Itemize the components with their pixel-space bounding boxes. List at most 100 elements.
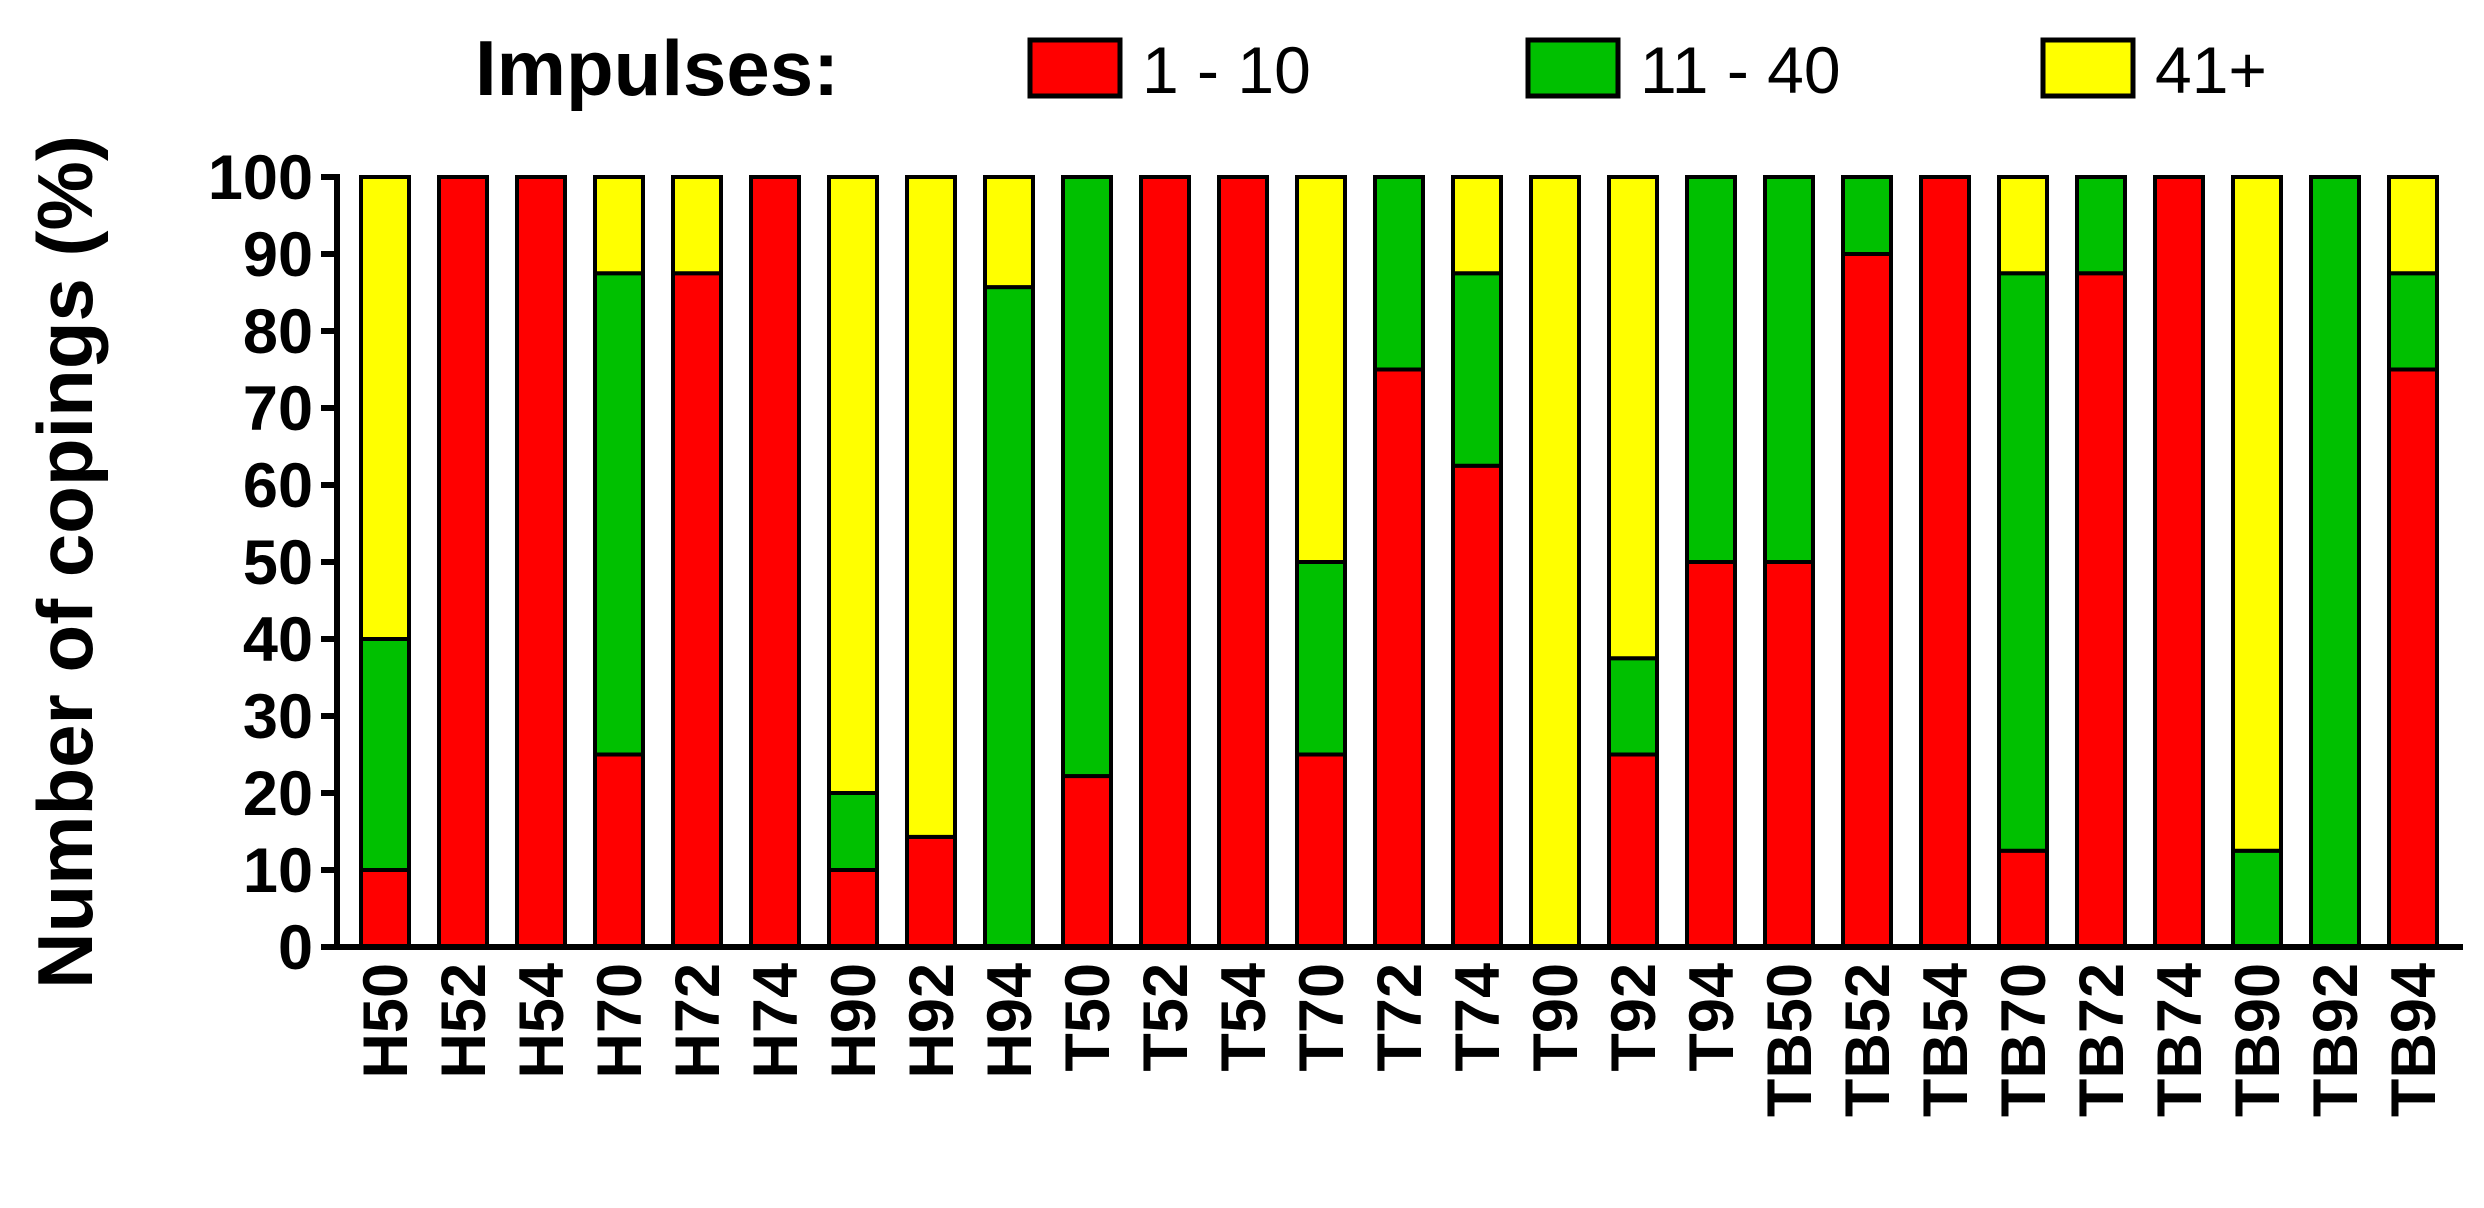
bar-segment: [593, 271, 645, 757]
bar-segment: [905, 175, 957, 839]
bar-segment: [593, 175, 645, 276]
bar-segment: [1373, 367, 1425, 949]
bar-segment: [1139, 175, 1191, 949]
bar-segment: [2231, 175, 2283, 853]
x-tick-label: H74: [741, 963, 811, 1079]
x-tick-label: TB72: [2067, 963, 2137, 1117]
bar-segment: [1685, 175, 1737, 564]
bar-segment: [671, 175, 723, 276]
bar-segment: [1451, 271, 1503, 468]
bar-segment: [1841, 175, 1893, 256]
bar-segment: [983, 285, 1035, 949]
bar-segment: [359, 637, 411, 872]
bar-segment: [1451, 463, 1503, 949]
x-tick-label: T54: [1209, 963, 1279, 1072]
bar-segment: [827, 175, 879, 795]
bar-segment: [359, 175, 411, 641]
x-tick-label: T50: [1053, 963, 1123, 1072]
bar-segment: [1061, 774, 1113, 949]
y-tick-label: 0: [278, 913, 313, 983]
bar-segment: [2387, 175, 2439, 276]
x-tick-label: TB74: [2145, 963, 2215, 1117]
bar-segment: [983, 175, 1035, 290]
legend-swatch: [1525, 37, 1621, 99]
bar-segment: [1061, 175, 1113, 779]
bar-segment: [1295, 752, 1347, 949]
bar-segment: [515, 175, 567, 949]
x-tick-label: T92: [1599, 963, 1669, 1072]
x-tick-label: TB92: [2301, 963, 2371, 1117]
x-tick-label: H72: [663, 963, 733, 1079]
bar-segment: [1529, 175, 1581, 949]
bar-segment: [1607, 752, 1659, 949]
x-tick-label: H50: [351, 963, 421, 1079]
bar-segment: [1997, 271, 2049, 853]
x-tick-label: TB94: [2379, 963, 2449, 1117]
bar-segment: [1607, 656, 1659, 757]
x-tick-label: H52: [429, 963, 499, 1079]
bar-segment: [1451, 175, 1503, 276]
x-tick-label: H92: [897, 963, 967, 1079]
x-tick-label: TB90: [2223, 963, 2293, 1117]
bar-segment: [2075, 175, 2127, 276]
x-tick-label: H94: [975, 963, 1045, 1079]
bar-segment: [1373, 175, 1425, 372]
x-tick-label: T74: [1443, 963, 1513, 1072]
bar-segment: [1217, 175, 1269, 949]
legend-title: Impulses:: [475, 24, 839, 112]
legend-swatch: [2040, 37, 2136, 99]
y-tick-label: 10: [243, 836, 313, 906]
bar-segment: [1607, 175, 1659, 661]
x-tick-label: TB52: [1833, 963, 1903, 1117]
bar-segment: [359, 868, 411, 949]
x-tick-label: TB54: [1911, 963, 1981, 1117]
y-tick-label: 50: [243, 528, 313, 598]
bar-segment: [2231, 848, 2283, 949]
y-tick-label: 20: [243, 759, 313, 829]
y-tick-label: 100: [208, 143, 313, 213]
bar-segment: [827, 791, 879, 872]
bar-segment: [1841, 252, 1893, 949]
bar-segment: [2075, 271, 2127, 949]
bar-segment: [1295, 175, 1347, 564]
legend-label: 1 - 10: [1142, 33, 1311, 107]
legend-label: 11 - 40: [1640, 33, 1841, 107]
legend-label: 41+: [2155, 33, 2267, 107]
x-tick-label: T90: [1521, 963, 1591, 1072]
bar-segment: [671, 271, 723, 949]
x-tick-label: TB50: [1755, 963, 1825, 1117]
x-tick-label: TB70: [1989, 963, 2059, 1117]
bar-segment: [1763, 175, 1815, 564]
x-tick-label: H90: [819, 963, 889, 1079]
bar-segment: [749, 175, 801, 949]
bar-segment: [2387, 367, 2439, 949]
bar-segment: [2387, 271, 2439, 372]
bar-segment: [1295, 560, 1347, 757]
bar-segment: [1685, 560, 1737, 949]
x-tick-label: H70: [585, 963, 655, 1079]
bar-segment: [1919, 175, 1971, 949]
y-axis-label: Number of copings (%): [21, 135, 109, 989]
bar-segment: [827, 868, 879, 949]
y-tick-label: 60: [243, 451, 313, 521]
bar-segment: [593, 752, 645, 949]
bar-segment: [1997, 848, 2049, 949]
bar-segment: [905, 834, 957, 950]
y-tick-label: 90: [243, 220, 313, 290]
y-tick-label: 80: [243, 297, 313, 367]
bar-segment: [1763, 560, 1815, 949]
x-tick-label: T70: [1287, 963, 1357, 1072]
bar-segment: [1997, 175, 2049, 276]
x-tick-label: T52: [1131, 963, 1201, 1072]
bar-segment: [2309, 175, 2361, 949]
x-tick-label: H54: [507, 963, 577, 1079]
y-tick-label: 30: [243, 682, 313, 752]
x-tick-label: T94: [1677, 963, 1747, 1072]
x-tick-label: T72: [1365, 963, 1435, 1072]
bar-segment: [437, 175, 489, 949]
legend-swatch: [1027, 37, 1123, 99]
y-tick-label: 40: [243, 605, 313, 675]
bar-segment: [2153, 175, 2205, 949]
y-tick-label: 70: [243, 374, 313, 444]
